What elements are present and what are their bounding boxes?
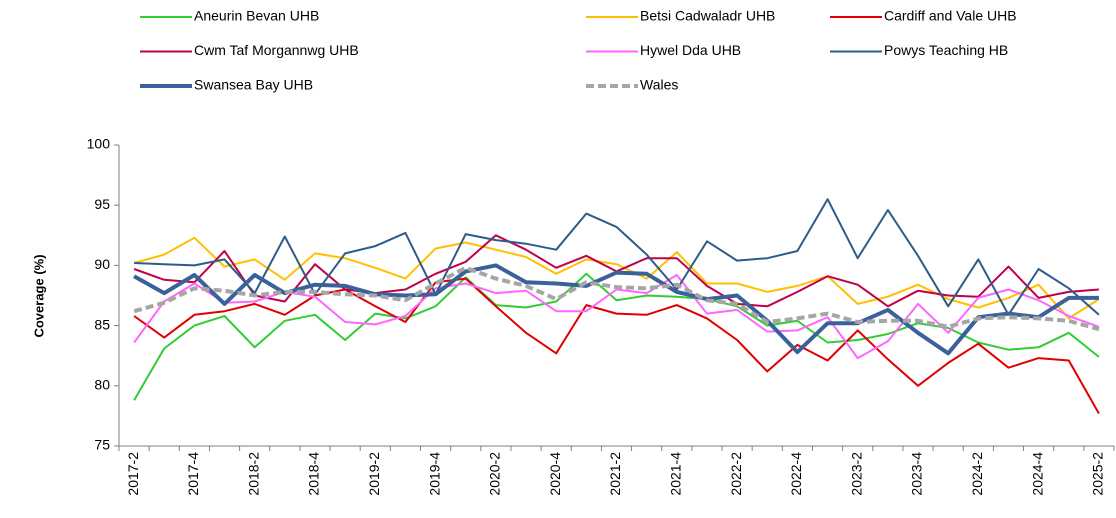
y-tick-label: 90 bbox=[94, 256, 110, 272]
x-tick-label: 2020-4 bbox=[547, 452, 563, 496]
legend-label: Wales bbox=[640, 77, 678, 93]
x-tick-label: 2022-2 bbox=[728, 452, 744, 496]
x-tick-label: 2021-2 bbox=[607, 452, 623, 496]
x-tick-label: 2017-4 bbox=[185, 452, 201, 496]
x-tick-label: 2017-2 bbox=[125, 452, 141, 496]
x-tick-label: 2023-2 bbox=[848, 452, 864, 496]
legend-label: Hywel Dda UHB bbox=[640, 42, 741, 58]
x-tick-label: 2024-4 bbox=[1029, 452, 1045, 496]
x-tick-label: 2020-2 bbox=[487, 452, 503, 496]
x-tick-label: 2024-2 bbox=[969, 452, 985, 496]
y-tick-label: 75 bbox=[94, 437, 110, 453]
series-line bbox=[134, 198, 1100, 316]
legend-label: Cardiff and Vale UHB bbox=[884, 8, 1017, 24]
series-line bbox=[133, 277, 1100, 414]
legend-label: Swansea Bay UHB bbox=[194, 77, 313, 93]
x-tick-label: 2023-4 bbox=[909, 452, 925, 496]
legend-label: Powys Teaching HB bbox=[884, 42, 1008, 58]
series-line bbox=[133, 274, 1100, 360]
legend-label: Cwm Taf Morgannwg UHB bbox=[194, 42, 359, 58]
x-tick-label: 2025-2 bbox=[1090, 452, 1106, 496]
x-tick-label: 2022-4 bbox=[788, 452, 804, 496]
legend-label: Aneurin Bevan UHB bbox=[194, 8, 319, 24]
series-line bbox=[133, 263, 1099, 356]
y-axis-title: Coverage (%) bbox=[31, 254, 46, 337]
y-tick-label: 95 bbox=[94, 196, 110, 212]
y-tick-label: 100 bbox=[87, 136, 111, 152]
x-tick-label: 2019-4 bbox=[426, 452, 442, 496]
x-tick-label: 2018-4 bbox=[306, 452, 322, 496]
x-tick-label: 2019-2 bbox=[366, 452, 382, 496]
y-tick-label: 85 bbox=[94, 316, 110, 332]
x-tick-label: 2018-2 bbox=[245, 452, 261, 496]
x-tick-label: 2021-4 bbox=[668, 452, 684, 496]
series-line bbox=[133, 272, 1100, 401]
legend-label: Betsi Cadwaladr UHB bbox=[640, 8, 775, 24]
series-line bbox=[133, 265, 1100, 332]
y-tick-label: 80 bbox=[94, 377, 110, 393]
